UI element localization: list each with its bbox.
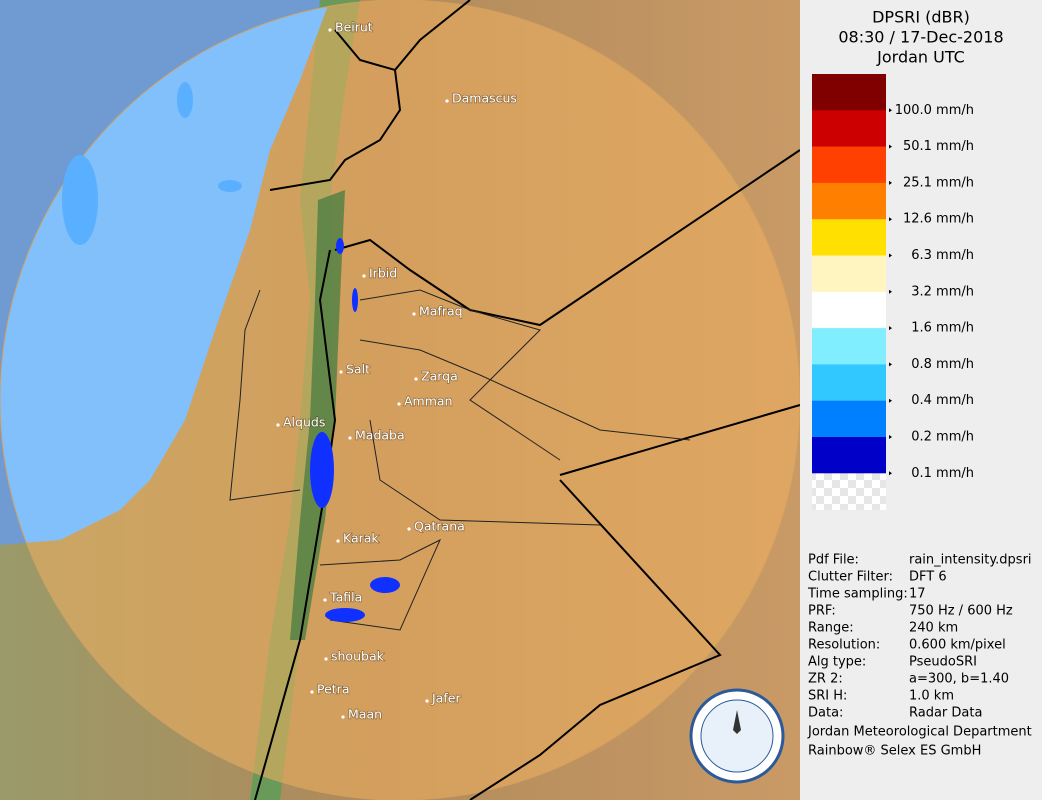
legend-tick (889, 253, 892, 258)
city-dot (324, 657, 328, 661)
city-dot (412, 312, 416, 316)
city-dot (445, 99, 449, 103)
legend-tick (889, 180, 892, 185)
city-dot (425, 699, 429, 703)
city-dot (348, 436, 352, 440)
info-key: Data: (808, 706, 843, 721)
legend-label: 0.8 mm/h (911, 357, 974, 372)
legend-tick (889, 362, 892, 367)
info-value: Radar Data (909, 706, 982, 721)
legend-swatch (812, 364, 886, 401)
city-label: Salt (346, 362, 370, 377)
info-key: ZR 2: (808, 672, 843, 687)
city-label: Madaba (355, 428, 405, 443)
info-value: a=300, b=1.40 (909, 672, 1009, 687)
city-dot (397, 402, 401, 406)
info-key: Pdf File: (808, 553, 859, 568)
city-dot (310, 690, 314, 694)
info-value: 750 Hz / 600 Hz (909, 604, 1013, 619)
legend-swatch (812, 400, 886, 438)
legend-swatch (812, 473, 886, 510)
legend-label: 3.2 mm/h (911, 284, 974, 299)
city-dot (328, 28, 332, 32)
city-dot (414, 377, 418, 381)
city-dot (341, 715, 345, 719)
valley-in-range (290, 190, 345, 640)
legend-label: 6.3 mm/h (911, 248, 974, 263)
info-key: Resolution: (808, 638, 880, 653)
legend-label: 12.6 mm/h (903, 212, 974, 227)
city-label: Mafraq (419, 304, 463, 319)
legend-swatch (812, 219, 886, 256)
rain-echoes (62, 82, 400, 622)
datetime: 08:30 / 17-Dec-2018 (838, 28, 1003, 47)
city-dot (323, 598, 327, 602)
legend-label: 0.2 mm/h (911, 430, 974, 445)
legend-tick (889, 326, 892, 331)
info-value: rain_intensity.dpsri (909, 553, 1032, 568)
city-label: Alquds (283, 415, 325, 430)
info-key: Alg type: (808, 655, 866, 670)
legend-swatch (812, 74, 886, 111)
city-dot (339, 370, 343, 374)
legend-tick (889, 289, 892, 294)
city-label: Karak (343, 531, 379, 546)
legend-label: 1.6 mm/h (911, 321, 974, 336)
city-label: Damascus (452, 91, 517, 106)
city-label: Qatrana (414, 519, 465, 534)
districts (229, 289, 691, 631)
title: DPSRI (dBR) (872, 8, 970, 27)
city-label: Amman (404, 394, 453, 409)
city-label: Irbid (369, 266, 397, 281)
footer-line: Jordan Meteorological Department (807, 725, 1032, 740)
legend-label: 25.1 mm/h (903, 175, 974, 190)
info-key: Range: (808, 621, 854, 636)
legend-swatch (812, 437, 886, 474)
legend-swatch (812, 110, 886, 147)
legend-label: 50.1 mm/h (903, 139, 974, 154)
city-dot (407, 527, 411, 531)
legend-swatch (812, 291, 886, 329)
info-value: PseudoSRI (909, 655, 977, 670)
city-label: Tafila (329, 590, 362, 605)
city-label: Jafer (431, 691, 461, 706)
info-value: 17 (909, 587, 926, 602)
borders (254, 0, 801, 800)
legend-label: 0.1 mm/h (911, 466, 974, 481)
city-label: Beirut (335, 20, 373, 35)
city-dot (336, 539, 340, 543)
info-key: SRI H: (808, 689, 847, 704)
map (0, 0, 801, 800)
legend-tick (889, 435, 892, 439)
legend-swatch (812, 182, 886, 220)
city-label: Petra (317, 682, 349, 697)
city-label: Zarqa (421, 369, 458, 384)
legend-swatch (812, 255, 886, 293)
info-key: Time sampling: (807, 587, 908, 602)
city-label: Maan (348, 707, 382, 722)
info-key: Clutter Filter: (808, 570, 893, 585)
legend-tick (889, 108, 892, 113)
legend-tick (889, 398, 892, 403)
info-key: PRF: (808, 604, 836, 619)
legend-tick (889, 471, 892, 476)
city-label: shoubak (331, 649, 385, 664)
legend-label: 0.4 mm/h (911, 393, 974, 408)
zone: Jordan UTC (876, 48, 965, 67)
city-dot (276, 423, 280, 427)
info-value: 240 km (909, 621, 958, 636)
info-value: 0.600 km/pixel (909, 638, 1006, 653)
city-dot (362, 274, 366, 278)
info-value: DFT 6 (909, 570, 947, 585)
footer-line: Rainbow® Selex ES GmbH (808, 744, 981, 759)
legend-swatch (812, 328, 886, 365)
legend-tick (889, 144, 892, 149)
logo (689, 688, 785, 784)
info-value: 1.0 km (909, 689, 954, 704)
legend-swatch (812, 146, 886, 184)
legend-tick (889, 217, 892, 222)
legend-label: 100.0 mm/h (895, 103, 974, 118)
